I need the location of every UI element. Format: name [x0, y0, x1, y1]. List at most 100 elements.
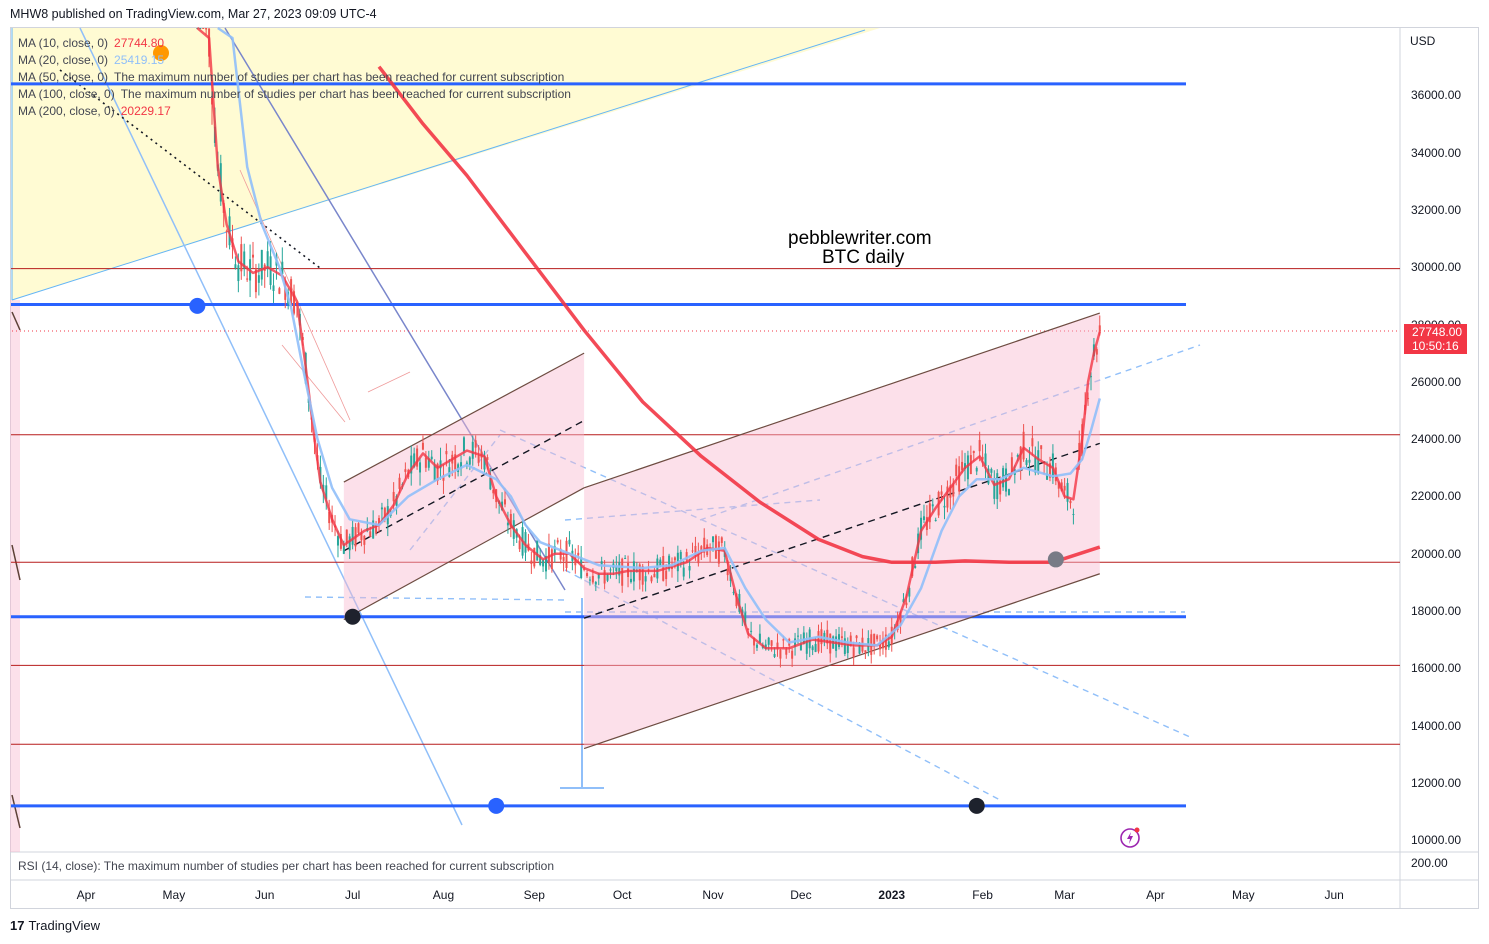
candle-body	[328, 511, 331, 524]
dotted-trendline	[59, 69, 321, 269]
candle-body	[726, 568, 729, 576]
candle-body	[717, 541, 720, 564]
ma-series-2	[217, 26, 1102, 647]
legend-value: 20229.17	[120, 104, 171, 118]
legend-name: MA (10, close, 0)	[18, 36, 109, 50]
candle-body	[829, 633, 832, 654]
tradingview-logo[interactable]: 17 TradingView	[10, 918, 100, 933]
candle-body	[410, 455, 413, 474]
candle-body	[712, 536, 715, 543]
candle-body	[691, 550, 694, 552]
alert-marker	[153, 45, 169, 61]
candle-body	[380, 507, 383, 510]
candle-body	[644, 576, 647, 582]
candle-body	[1034, 457, 1037, 473]
candle-body	[293, 291, 296, 314]
candle-body	[908, 587, 911, 597]
downtrend-line-inner	[224, 27, 566, 591]
downtrend-line-outer	[79, 27, 463, 826]
pivot-marker-4	[968, 797, 985, 814]
currency-label[interactable]: USD	[1410, 34, 1436, 48]
candle-body	[899, 613, 902, 626]
candle-body	[240, 244, 243, 272]
candle-body	[659, 559, 662, 566]
candle-body	[266, 251, 269, 270]
candle-body	[518, 540, 521, 550]
candle-body	[369, 531, 372, 537]
candle-body	[542, 560, 545, 567]
candle-body	[375, 525, 378, 533]
candle-body	[594, 581, 597, 585]
candle-body	[943, 505, 946, 508]
candle-body	[597, 573, 600, 579]
candle-body	[427, 458, 430, 468]
candle-body	[445, 451, 448, 455]
candle-body	[360, 533, 363, 541]
channel-fill-2	[584, 313, 1100, 749]
candle-body	[404, 469, 407, 472]
candle-body	[855, 635, 858, 639]
candle-body	[539, 555, 542, 565]
price-tick: 34000.00	[1411, 145, 1462, 160]
edge-tick-1	[11, 311, 21, 331]
candle-body	[421, 442, 424, 450]
projection-line-7	[409, 434, 501, 551]
channel-lower-2	[583, 573, 1100, 750]
legend-row[interactable]: MA (200, close, 0) 20229.17	[18, 104, 171, 118]
candle-body	[782, 639, 785, 641]
candle-body	[685, 552, 688, 561]
ma-series-1	[196, 27, 1102, 650]
candle-body	[454, 454, 457, 470]
time-tick: Apr	[1146, 888, 1165, 902]
price-tick: 18000.00	[1411, 604, 1462, 618]
candle-body	[342, 544, 345, 554]
projection-line-6	[564, 499, 821, 521]
candle-body	[609, 569, 612, 571]
legend-name: MA (200, close, 0)	[18, 104, 115, 118]
candle-body	[873, 633, 876, 647]
candle-body	[697, 552, 700, 564]
candle-body	[1010, 457, 1013, 473]
candle-body	[1016, 454, 1019, 457]
legend-row[interactable]: MA (50, close, 0) The maximum number of s…	[18, 70, 564, 84]
lightning-icon[interactable]	[1120, 826, 1142, 848]
candle-body	[1025, 460, 1028, 465]
watermark-title: BTC daily	[822, 247, 905, 268]
candle-body	[205, 28, 208, 30]
candle-body	[1057, 482, 1060, 489]
time-tick: Mar	[1054, 888, 1075, 902]
candle-body	[964, 463, 966, 470]
candle-body	[779, 649, 782, 659]
candle-body	[773, 654, 776, 657]
time-tick: Nov	[702, 888, 724, 902]
candle-body	[509, 513, 512, 528]
legend-name: MA (20, close, 0)	[18, 53, 109, 67]
candle-body	[656, 558, 659, 579]
legend-name: MA (50, close, 0)	[18, 70, 109, 84]
candle-body	[351, 526, 354, 545]
candle-body	[1028, 459, 1031, 463]
candle-body	[1087, 397, 1090, 399]
legend-row[interactable]: MA (100, close, 0) The maximum number of …	[18, 87, 571, 101]
tradingview-logo-icon: 17	[10, 918, 25, 933]
time-tick: May	[162, 888, 186, 902]
legend-name: MA (100, close, 0)	[18, 87, 115, 101]
legend-row[interactable]: MA (20, close, 0) 25419.15	[18, 53, 164, 67]
candle-body	[887, 641, 890, 648]
ma-series-3	[377, 65, 1101, 565]
candle-body	[586, 573, 589, 577]
projection-line-3	[564, 569, 1001, 801]
legend-row[interactable]: MA (10, close, 0) 27744.80	[18, 36, 164, 50]
candle-body	[556, 540, 559, 543]
candle-body	[864, 650, 867, 653]
candle-body	[372, 520, 375, 539]
candle-body	[981, 456, 984, 460]
price-tick: 24000.00	[1411, 432, 1462, 447]
pivot-marker-3	[488, 797, 505, 814]
candle-body	[603, 570, 606, 584]
channel-upper-2	[583, 312, 1100, 489]
candle-body	[984, 453, 987, 466]
candle-body	[460, 462, 463, 469]
channel-upper-1	[343, 352, 585, 483]
